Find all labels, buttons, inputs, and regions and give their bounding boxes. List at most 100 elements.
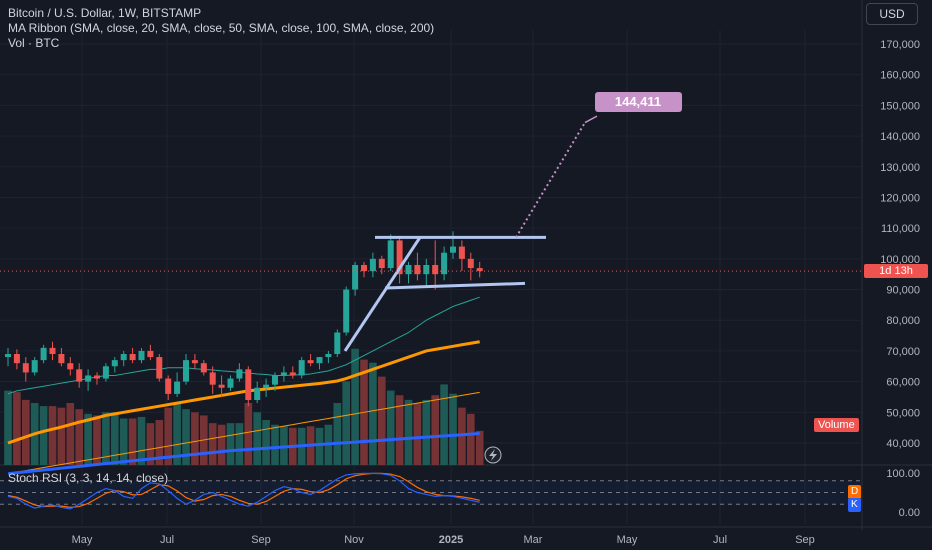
volume-bar xyxy=(475,430,484,465)
candle-body xyxy=(423,264,430,275)
rsi-axis-0: 0.00 xyxy=(899,507,920,519)
candle-body xyxy=(31,360,38,373)
symbol-title[interactable]: Bitcoin / U.S. Dollar, 1W, BITSTAMP xyxy=(8,6,202,20)
candle-body xyxy=(102,366,109,379)
candle-body xyxy=(120,353,127,361)
volume-bar xyxy=(75,409,83,465)
rsi-band xyxy=(0,480,862,505)
y-tick-label: 100,000 xyxy=(880,254,920,266)
candle-body xyxy=(325,353,332,358)
y-tick-label: 60,000 xyxy=(886,377,920,389)
y-tick-label: 160,000 xyxy=(880,70,920,82)
volume-bar xyxy=(395,395,404,465)
candle-body xyxy=(476,268,483,272)
price-countdown-badge: 1d 13h xyxy=(864,264,928,278)
candle-body xyxy=(76,369,83,382)
candle-body xyxy=(67,363,74,370)
volume-bar xyxy=(173,403,181,465)
volume-bar xyxy=(413,403,422,465)
x-tick-label: Mar xyxy=(524,534,543,546)
volume-bar xyxy=(271,424,279,465)
y-tick-label: 150,000 xyxy=(880,100,920,112)
volume-bar xyxy=(191,412,199,465)
ma100-line xyxy=(7,391,480,475)
candle-body xyxy=(49,347,56,354)
candle-body xyxy=(272,375,278,385)
candle-body xyxy=(94,375,100,379)
volume-bar xyxy=(315,427,324,465)
candle-body xyxy=(165,378,172,394)
volume-bar xyxy=(235,423,244,465)
y-tick-label: 120,000 xyxy=(880,192,920,204)
flag-pole-line xyxy=(343,236,422,352)
candle-body xyxy=(156,357,163,379)
volume-bar xyxy=(57,407,66,465)
y-tick-label: 130,000 xyxy=(880,162,920,174)
candle-body xyxy=(369,258,376,272)
volume-bar xyxy=(351,348,359,465)
x-tick-label: Sep xyxy=(795,534,815,546)
volume-bar xyxy=(386,390,395,465)
x-tick-label: May xyxy=(617,534,638,546)
candle-body xyxy=(280,372,287,376)
stoch-rsi-legend[interactable]: Stoch RSI (3, 3, 14, 14, close) xyxy=(8,471,169,485)
volume-bar xyxy=(449,393,457,465)
candle-body xyxy=(343,289,350,333)
stoch-k-line xyxy=(7,472,480,510)
candle-body xyxy=(298,360,305,376)
y-tick-label: 170,000 xyxy=(880,39,920,51)
volume-legend[interactable]: Vol · BTC xyxy=(8,36,60,50)
candle-body xyxy=(5,353,11,358)
volume-bar xyxy=(422,399,431,465)
candle-body xyxy=(209,372,216,385)
x-tick-label: Nov xyxy=(344,534,364,546)
ma200-line xyxy=(7,431,480,476)
candle-body xyxy=(22,363,29,373)
chart-legend: Bitcoin / U.S. Dollar, 1W, BITSTAMP MA R… xyxy=(8,6,434,51)
candle-body xyxy=(85,375,92,382)
stoch-d-line xyxy=(7,472,480,508)
candle-body xyxy=(183,360,189,382)
volume-bar xyxy=(128,418,137,465)
candle-body xyxy=(200,363,207,373)
currency-button[interactable]: USD xyxy=(866,3,918,25)
volume-bar xyxy=(102,412,110,465)
volume-bar xyxy=(217,424,226,465)
candle-body xyxy=(138,350,145,361)
volume-bar xyxy=(440,384,448,465)
candle-body xyxy=(236,369,243,379)
candle-body xyxy=(316,357,323,364)
volume-bar xyxy=(182,409,190,465)
flag-bottom-line xyxy=(384,281,526,290)
y-tick-label: 110,000 xyxy=(881,223,920,235)
candle-body xyxy=(227,378,234,388)
candle-body xyxy=(40,347,47,361)
x-tick-label: Jul xyxy=(713,534,727,546)
volume-bar xyxy=(93,415,101,465)
candle-body xyxy=(245,369,252,401)
x-tick-label: 2025 xyxy=(439,534,463,546)
lightning-icon-glyph xyxy=(489,449,497,461)
volume-bar xyxy=(146,423,155,465)
volume-badge: Volume xyxy=(814,418,859,432)
candle-body xyxy=(361,264,367,272)
candle-body xyxy=(174,381,181,394)
target-projection-line xyxy=(515,122,586,238)
volume-bar xyxy=(137,416,146,465)
volume-bar xyxy=(378,376,386,465)
candle-body xyxy=(13,353,20,364)
y-tick-label: 70,000 xyxy=(886,346,920,358)
candle-body xyxy=(441,252,448,275)
candle-body xyxy=(218,384,225,388)
y-tick-label: 40,000 xyxy=(886,438,920,450)
volume-bar xyxy=(262,420,270,465)
d-badge: D xyxy=(848,485,862,499)
candle-body xyxy=(334,332,341,354)
x-tick-label: Jul xyxy=(160,534,174,546)
volume-bar xyxy=(111,412,119,465)
x-tick-label: May xyxy=(72,534,93,546)
k-badge: K xyxy=(848,498,861,512)
ma50-line xyxy=(7,340,480,445)
ma-ribbon-legend[interactable]: MA Ribbon (SMA, close, 20, SMA, close, 5… xyxy=(8,21,435,35)
